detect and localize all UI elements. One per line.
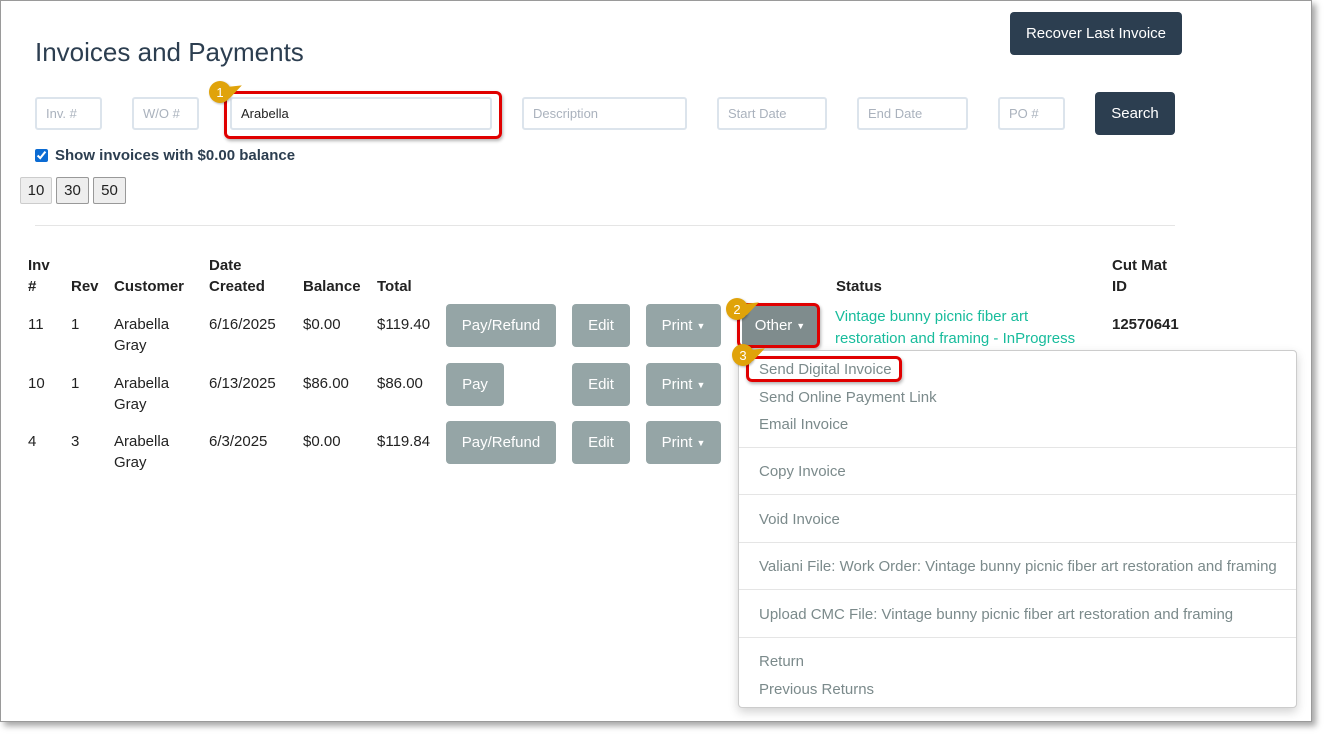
cell-rev: 3: [71, 433, 80, 450]
customer-input[interactable]: Arabella: [230, 97, 492, 130]
page-title: Invoices and Payments: [35, 37, 304, 67]
cell-rev: 1: [71, 375, 80, 392]
edit-button[interactable]: Edit: [572, 363, 630, 406]
header-customer: Customer: [114, 278, 185, 295]
header-cut-mat-id: Cut Mat ID: [1112, 257, 1167, 295]
menu-item-copy-invoice[interactable]: Copy Invoice: [759, 463, 846, 480]
menu-item-email-invoice[interactable]: Email Invoice: [759, 416, 849, 433]
search-button[interactable]: Search: [1095, 92, 1175, 135]
page-size-10[interactable]: 10: [20, 177, 52, 204]
pay-refund-button[interactable]: Pay/Refund: [446, 304, 556, 347]
print-dropdown-button[interactable]: Print ▼: [646, 421, 721, 464]
menu-item-valiani-file[interactable]: Valiani File: Work Order: Vintage bunny …: [759, 558, 1277, 575]
inv-number-input[interactable]: Inv. #: [35, 97, 102, 130]
start-date-input[interactable]: Start Date: [717, 97, 827, 130]
print-dropdown-button[interactable]: Print ▼: [646, 304, 721, 347]
window: Invoices and Payments Recover Last Invoi…: [0, 0, 1312, 722]
menu-item-return[interactable]: Return: [759, 653, 805, 670]
cell-date: 6/3/2025: [209, 433, 268, 450]
print-label: Print: [661, 317, 693, 334]
menu-item-void-invoice[interactable]: Void Invoice: [759, 511, 840, 528]
print-label: Print: [661, 434, 693, 451]
menu-item-send-online-payment-link[interactable]: Send Online Payment Link: [759, 389, 937, 406]
highlight-box: [224, 91, 502, 139]
cell-cut-mat-id: 12570641: [1112, 316, 1179, 333]
divider: [35, 225, 1175, 226]
callout-2: 2: [726, 298, 748, 320]
wo-number-input[interactable]: W/O #: [132, 97, 199, 130]
cell-total: $119.40: [377, 316, 431, 333]
edit-button[interactable]: Edit: [572, 304, 630, 347]
other-dropdown-menu: Send Digital Invoice Send Online Payment…: [738, 350, 1297, 708]
cell-rev: 1: [71, 316, 80, 333]
highlight-box: [737, 303, 820, 348]
callout-3: 3: [732, 344, 754, 366]
print-dropdown-button[interactable]: Print ▼: [646, 363, 721, 406]
menu-divider: [739, 494, 1296, 495]
cell-balance: $86.00: [303, 375, 349, 392]
edit-button[interactable]: Edit: [572, 421, 630, 464]
callout-1: 1: [209, 81, 231, 103]
cell-customer: Arabella Gray: [114, 433, 170, 471]
cell-customer: Arabella Gray: [114, 375, 170, 413]
header-total: Total: [377, 278, 412, 295]
caret-down-icon: ▼: [696, 437, 706, 448]
menu-item-send-digital-invoice[interactable]: Send Digital Invoice: [759, 361, 892, 378]
show-zero-balance-checkbox[interactable]: [35, 149, 48, 162]
caret-down-icon: ▼: [696, 379, 706, 390]
menu-divider: [739, 447, 1296, 448]
header-status: Status: [836, 278, 882, 295]
recover-last-invoice-button[interactable]: Recover Last Invoice: [1010, 12, 1182, 55]
show-zero-balance-label: Show invoices with $0.00 balance: [55, 147, 296, 164]
header-date-created: Date Created: [209, 257, 265, 295]
show-zero-balance-row: Show invoices with $0.00 balance: [35, 147, 295, 164]
description-input[interactable]: Description: [522, 97, 687, 130]
header-rev: Rev: [71, 278, 99, 295]
other-label: Other: [754, 317, 793, 334]
menu-divider: [739, 542, 1296, 543]
caret-down-icon: ▼: [696, 320, 706, 331]
cell-balance: $0.00: [303, 316, 341, 333]
menu-item-upload-cmc-file[interactable]: Upload CMC File: Vintage bunny picnic fi…: [759, 606, 1234, 623]
highlight-box: [746, 356, 902, 382]
cell-inv: 10: [28, 375, 45, 392]
status-link[interactable]: Vintage bunny picnic fiber art restorati…: [835, 308, 1076, 347]
cell-inv: 4: [28, 433, 37, 450]
page-size-50[interactable]: 50: [93, 177, 126, 204]
menu-divider: [739, 637, 1296, 638]
pay-button[interactable]: Pay: [446, 363, 504, 406]
end-date-input[interactable]: End Date: [857, 97, 968, 130]
print-label: Print: [661, 376, 693, 393]
cell-date: 6/13/2025: [209, 375, 276, 392]
menu-item-previous-returns[interactable]: Previous Returns: [759, 681, 875, 698]
cell-date: 6/16/2025: [209, 316, 276, 333]
pay-refund-button[interactable]: Pay/Refund: [446, 421, 556, 464]
cell-inv: 11: [28, 316, 44, 333]
cell-balance: $0.00: [303, 433, 341, 450]
caret-down-icon: ▼: [796, 320, 806, 331]
cell-total: $86.00: [377, 375, 423, 392]
po-number-input[interactable]: PO #: [998, 97, 1065, 130]
cell-total: $119.84: [377, 433, 431, 450]
header-balance: Balance: [303, 278, 361, 295]
page-size-30[interactable]: 30: [56, 177, 89, 204]
menu-divider: [739, 589, 1296, 590]
header-inv: Inv #: [28, 257, 50, 295]
cell-customer: Arabella Gray: [114, 316, 170, 354]
